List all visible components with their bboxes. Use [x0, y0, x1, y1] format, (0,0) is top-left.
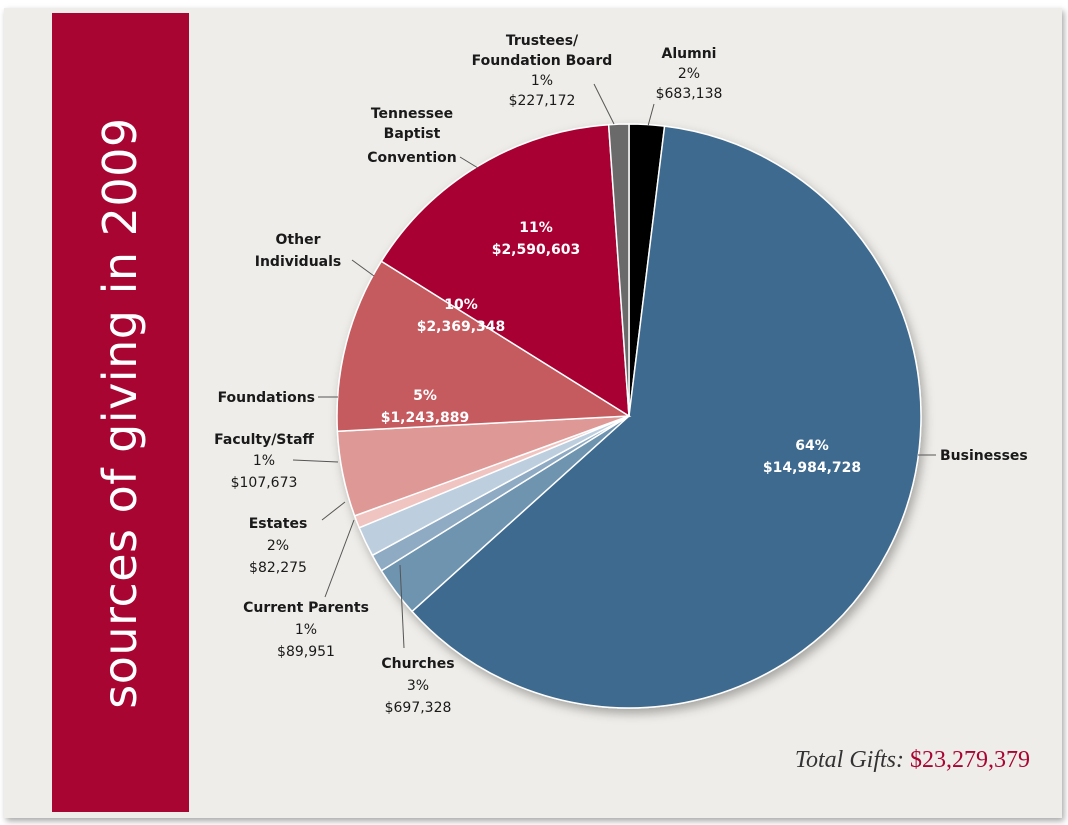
leader-lines: [292, 83, 936, 649]
label-churches-amount: $697,328: [385, 700, 452, 716]
leader-tbc: [459, 156, 479, 169]
label-estates-amount: $82,275: [249, 560, 307, 576]
label-parents-amount: $89,951: [277, 644, 335, 660]
slice-businesses: [410, 125, 922, 709]
label-tbc-amount: $2,590,603: [492, 242, 581, 258]
label-estates-percent: 2%: [267, 538, 289, 554]
total-value: $23,279,379: [910, 747, 1030, 773]
label-trustees-amount: $227,172: [509, 93, 576, 109]
label-other-percent: 10%: [444, 297, 478, 313]
leader-alumni: [647, 103, 655, 127]
leader-estates: [321, 501, 346, 521]
label-other-amount: $2,369,348: [417, 319, 506, 335]
total-label: Total Gifts:: [794, 747, 904, 773]
label-faculty-amount: $107,673: [231, 475, 298, 491]
label-parents-percent: 1%: [295, 622, 317, 638]
leader-trustees: [593, 83, 615, 125]
leader-parents: [324, 519, 355, 598]
slice-tennessee-baptist-convention: [380, 123, 630, 418]
slice-other-individuals: [336, 260, 632, 433]
title-banner: sources of giving in 2009: [52, 13, 189, 812]
label-trustees-name-2: Foundation Board: [472, 53, 613, 69]
label-trustees-percent: 1%: [531, 73, 553, 89]
label-churches-name: Churches: [381, 656, 454, 672]
label-faculty-name: Faculty/Staff: [214, 432, 314, 448]
label-alumni-amount: $683,138: [656, 86, 723, 102]
total-gifts: Total Gifts: $23,279,379: [795, 747, 1030, 774]
label-businesses-name: Businesses: [940, 448, 1028, 464]
label-businesses-percent: 64%: [795, 438, 829, 454]
slice-trustees-foundation-board: [607, 123, 630, 417]
label-tbc-name-2: Baptist: [384, 126, 441, 142]
label-churches-percent: 3%: [407, 678, 429, 694]
pie-slices: [336, 123, 922, 709]
label-foundations-name: Foundations: [218, 390, 315, 406]
label-trustees-name-1: Trustees/: [506, 33, 579, 49]
slice-labels: Alumni 2% $683,138 Trustees/Foundation Boar…: [214, 33, 1028, 716]
leader-other: [351, 259, 375, 277]
label-tbc-name-1: Tennessee: [371, 106, 453, 122]
label-alumni-percent: 2%: [678, 66, 700, 82]
label-foundations-percent: 5%: [413, 388, 437, 404]
label-faculty-percent: 1%: [253, 453, 275, 469]
label-other-name-1: Other: [276, 232, 321, 248]
label-other-name-2: Individuals: [255, 254, 342, 270]
leader-faculty: [292, 459, 339, 463]
label-parents-name: Current Parents: [243, 600, 369, 616]
label-foundations-amount: $1,243,889: [381, 410, 470, 426]
label-alumni-name: Alumni: [662, 46, 717, 62]
label-estates-name: Estates: [249, 516, 308, 532]
leader-churches: [399, 564, 405, 649]
label-businesses-amount: $14,984,728: [763, 460, 861, 476]
label-tbc-name-3: Convention: [367, 150, 457, 166]
label-tbc-percent: 11%: [519, 220, 553, 236]
